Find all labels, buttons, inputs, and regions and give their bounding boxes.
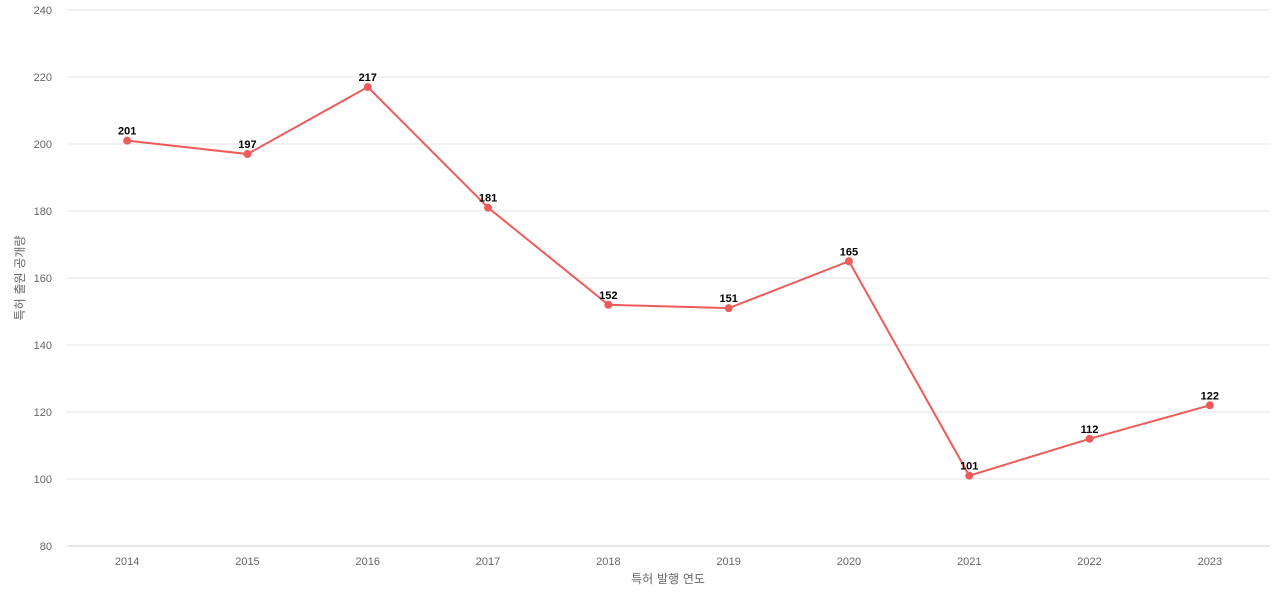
- x-tick-label: 2021: [957, 556, 981, 568]
- x-tick-label: 2022: [1077, 556, 1101, 568]
- data-point[interactable]: [724, 304, 733, 313]
- y-tick-labels: 80 100 120 140 160 180 200 220 240: [34, 5, 52, 553]
- data-label: 217: [359, 72, 377, 84]
- y-tick-label: 240: [34, 5, 52, 17]
- data-point[interactable]: [965, 471, 974, 480]
- x-axis-title: 특허 발행 연도: [631, 571, 705, 586]
- y-tick-label: 180: [34, 206, 52, 218]
- y-tick-label: 160: [34, 273, 52, 285]
- x-tick-label: 2023: [1198, 556, 1222, 568]
- data-point[interactable]: [604, 300, 613, 309]
- data-label: 197: [238, 139, 256, 151]
- data-label: 201: [118, 126, 136, 138]
- data-label: 181: [479, 193, 497, 205]
- y-tick-label: 200: [34, 139, 52, 151]
- data-point[interactable]: [363, 83, 372, 92]
- x-tick-label: 2014: [115, 556, 139, 568]
- y-tick-label: 80: [40, 541, 52, 553]
- data-point[interactable]: [1205, 401, 1214, 410]
- data-label: 112: [1081, 424, 1099, 436]
- data-label: 152: [599, 290, 617, 302]
- data-point[interactable]: [844, 257, 853, 266]
- x-tick-labels: 2014 2015 2016 2017 2018 2019 2020 2021 2022 2023: [115, 556, 1222, 568]
- y-tick-label: 120: [34, 407, 52, 419]
- data-point[interactable]: [243, 150, 252, 159]
- y-tick-label: 220: [34, 72, 52, 84]
- data-label: 165: [840, 246, 858, 258]
- y-tick-label: 100: [34, 474, 52, 486]
- data-labels: 201 197 217 181 152 151 165 101 112 122: [118, 72, 1219, 473]
- data-label: 151: [719, 293, 737, 305]
- data-label: 122: [1201, 390, 1219, 402]
- data-points: [123, 83, 1214, 480]
- data-label: 101: [960, 461, 978, 473]
- grid-layer: [67, 9, 1270, 480]
- series-line: [127, 85, 1211, 477]
- x-tick-label: 2017: [476, 556, 500, 568]
- x-tick-label: 2015: [235, 556, 259, 568]
- data-point[interactable]: [123, 136, 132, 145]
- x-tick-label: 2016: [356, 556, 380, 568]
- y-tick-label: 140: [34, 340, 52, 352]
- x-tick-label: 2019: [716, 556, 740, 568]
- data-point[interactable]: [484, 203, 493, 212]
- data-point[interactable]: [1085, 434, 1094, 443]
- x-tick-label: 2020: [837, 556, 861, 568]
- y-axis-title: 특허 출원 공개량: [13, 236, 27, 321]
- x-tick-label: 2018: [596, 556, 620, 568]
